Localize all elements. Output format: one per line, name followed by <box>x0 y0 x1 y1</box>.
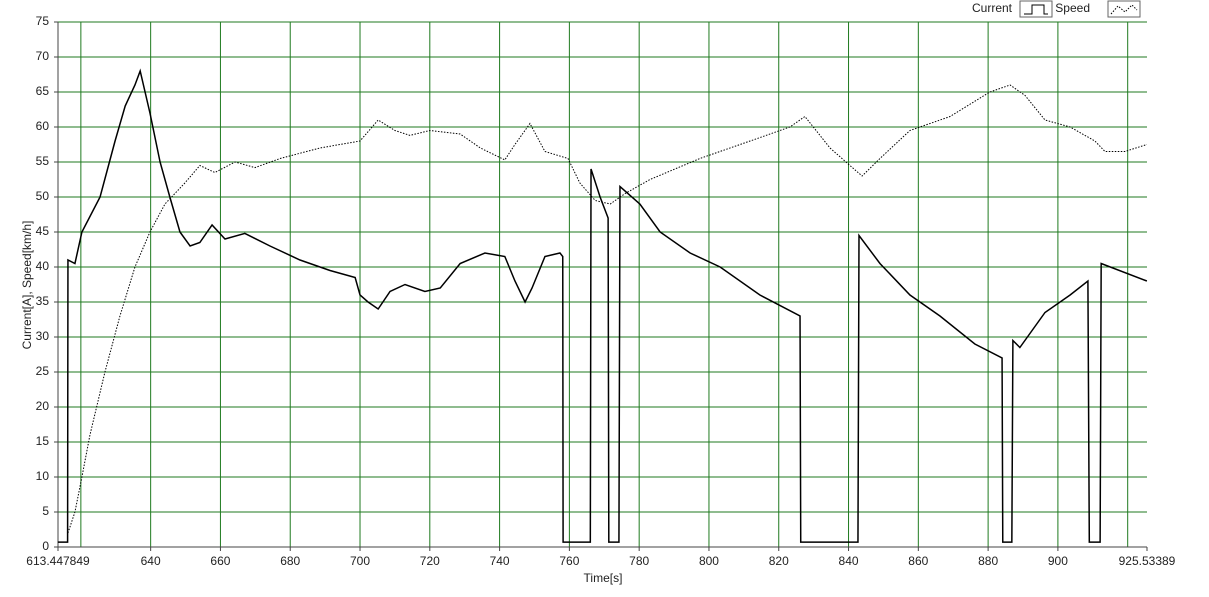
x-tick-label: 700 <box>350 554 370 568</box>
y-tick-label: 25 <box>36 364 50 378</box>
x-tick-label: 925.53389 <box>1119 554 1176 568</box>
legend-swatch <box>1019 0 1053 18</box>
y-tick-label: 55 <box>36 154 50 168</box>
x-tick-label: 680 <box>280 554 300 568</box>
x-axis-label: Time[s] <box>584 571 623 585</box>
x-tick-label: 780 <box>629 554 649 568</box>
y-tick-label: 30 <box>36 329 50 343</box>
y-tick-label: 50 <box>36 189 50 203</box>
x-tick-label: 613.447849 <box>26 554 90 568</box>
x-tick-label: 760 <box>559 554 579 568</box>
y-tick-label: 35 <box>36 294 50 308</box>
y-tick-label: 75 <box>36 14 50 28</box>
y-tick-label: 45 <box>36 224 50 238</box>
y-tick-label: 40 <box>36 259 50 273</box>
legend-label: Current <box>972 1 1013 15</box>
legend-label: Speed <box>1055 1 1090 15</box>
series-line <box>67 84 1148 534</box>
y-tick-label: 70 <box>36 49 50 63</box>
x-tick-label: 660 <box>210 554 230 568</box>
legend: Current Speed <box>972 0 1141 18</box>
x-tick-label: 900 <box>1048 554 1068 568</box>
x-tick-label: 840 <box>839 554 859 568</box>
x-tick-label: 820 <box>769 554 789 568</box>
y-axis-label: Current[A], Speed[km/h] <box>20 221 34 350</box>
x-tick-label: 640 <box>141 554 161 568</box>
x-tick-label: 720 <box>420 554 440 568</box>
legend-swatch <box>1107 0 1141 18</box>
y-tick-label: 0 <box>42 539 49 553</box>
y-tick-label: 10 <box>36 469 50 483</box>
x-tick-label: 880 <box>978 554 998 568</box>
y-tick-label: 15 <box>36 434 50 448</box>
y-tick-label: 60 <box>36 119 50 133</box>
x-tick-label: 860 <box>908 554 928 568</box>
series-line <box>57 68 1148 543</box>
x-tick-label: 740 <box>490 554 510 568</box>
x-tick-label: 800 <box>699 554 719 568</box>
legend-icon <box>1024 4 1048 15</box>
y-tick-label: 20 <box>36 399 50 413</box>
legend-icon <box>1110 4 1138 15</box>
y-tick-label: 65 <box>36 84 50 98</box>
y-tick-label: 5 <box>42 504 49 518</box>
